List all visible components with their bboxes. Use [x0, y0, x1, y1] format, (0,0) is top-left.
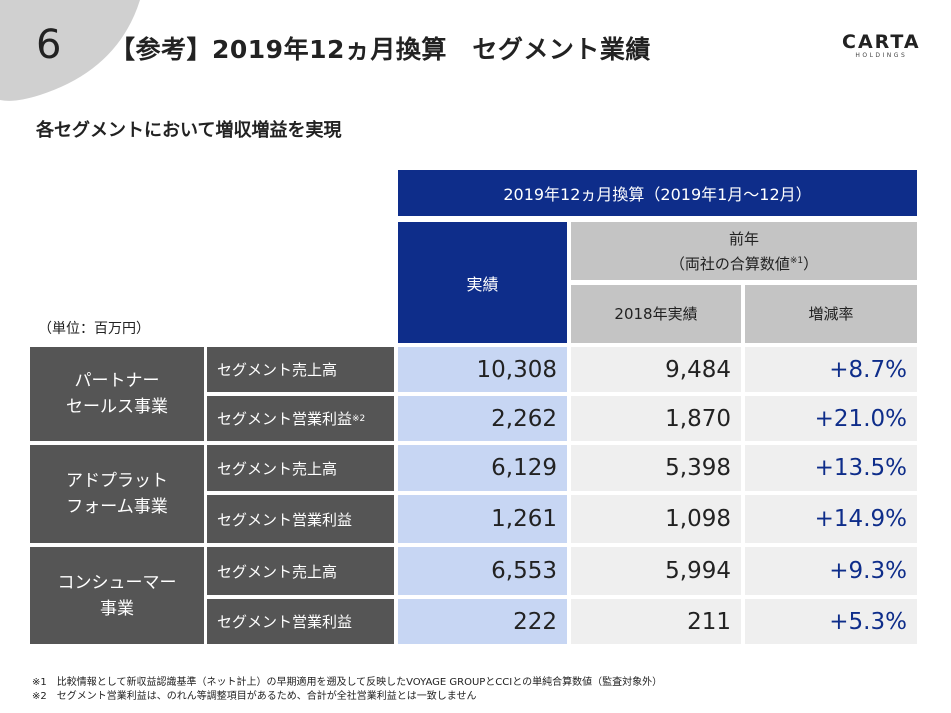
- metric-label: セグメント売上高: [207, 547, 394, 595]
- rate-value: +5.3%: [745, 599, 917, 644]
- unit-label: （単位：百万円）: [38, 321, 150, 337]
- footnote-1: ※1 比較情報として新収益認識基準（ネット計上）の早期適用を遡及して反映したVO…: [32, 677, 663, 688]
- metric-text: セグメント営業利益: [217, 510, 353, 529]
- prev-value: 1,870: [571, 396, 741, 441]
- rate-value: +13.5%: [745, 445, 917, 491]
- metric-label: セグメント営業利益: [207, 599, 394, 644]
- segment-name-line2: セールス事業: [66, 397, 168, 417]
- period-header: 2019年12ヵ月換算（2019年1月～12月）: [398, 170, 917, 216]
- prev-value: 5,398: [571, 445, 741, 491]
- section-subtitle: 各セグメントにおいて増収増益を実現: [36, 120, 342, 141]
- segment-name-line1: パートナー: [74, 371, 160, 391]
- prev-year-header-note: ※1: [789, 255, 804, 266]
- company-logo: CARTA HOLDINGS: [842, 32, 921, 60]
- segment-name-ad-platform: アドプラット フォーム事業: [30, 445, 204, 543]
- corner-decoration: [0, 0, 140, 101]
- metric-text: セグメント売上高: [217, 459, 338, 478]
- actual-value: 10,308: [398, 347, 567, 392]
- metric-label: セグメント売上高: [207, 347, 394, 392]
- metric-label: セグメント営業利益 ※2: [207, 396, 394, 441]
- actual-value: 2,262: [398, 396, 567, 441]
- actual-value: 222: [398, 599, 567, 644]
- segment-name-line2: フォーム事業: [66, 497, 168, 517]
- actual-header: 実績: [398, 222, 567, 343]
- segment-name-partner-sales: パートナー セールス事業: [30, 347, 204, 441]
- metric-text: セグメント営業利益: [217, 410, 353, 428]
- prev-year-header: 前年 （両社の合算数値※1）: [571, 222, 917, 280]
- logo-sub-text: HOLDINGS: [855, 52, 908, 59]
- prev-year-header-text: （両社の合算数値: [669, 254, 790, 273]
- prev-value: 1,098: [571, 495, 741, 543]
- rate-value: +8.7%: [745, 347, 917, 392]
- segment-name-line2: 事業: [100, 598, 134, 619]
- prev-year-header-close: ）: [803, 254, 819, 273]
- rate-header: 増減率: [745, 285, 917, 343]
- page-number: 6: [36, 22, 62, 68]
- footnote-2: ※2 セグメント営業利益は、のれん等調整項目があるため、合計が全社営業利益とは一…: [32, 691, 477, 702]
- metric-label: セグメント売上高: [207, 445, 394, 491]
- actual-value: 6,129: [398, 445, 567, 491]
- segment-name-line1: コンシューマー: [57, 572, 177, 593]
- actual-value: 6,553: [398, 547, 567, 595]
- rate-value: +14.9%: [745, 495, 917, 543]
- logo-main-text: CARTA: [842, 31, 921, 53]
- prev-value: 9,484: [571, 347, 741, 392]
- segment-name-consumer: コンシューマー 事業: [30, 547, 204, 644]
- metric-text: セグメント売上高: [217, 562, 338, 581]
- rate-value: +21.0%: [745, 396, 917, 441]
- segment-name-line1: アドプラット: [66, 471, 168, 491]
- prev-value: 5,994: [571, 547, 741, 595]
- rate-value: +9.3%: [745, 547, 917, 595]
- prev-value: 211: [571, 599, 741, 644]
- prev-actual-header: 2018年実績: [571, 285, 741, 343]
- page-title: 【参考】2019年12ヵ月換算 セグメント業績: [110, 35, 651, 64]
- prev-year-header-line1: 前年: [728, 229, 759, 248]
- metric-note: ※2: [352, 413, 366, 424]
- actual-value: 1,261: [398, 495, 567, 543]
- prev-year-header-line2: （両社の合算数値※1）: [670, 250, 818, 275]
- metric-label: セグメント営業利益: [207, 495, 394, 543]
- metric-text: セグメント売上高: [217, 361, 338, 379]
- metric-text: セグメント営業利益: [217, 613, 353, 631]
